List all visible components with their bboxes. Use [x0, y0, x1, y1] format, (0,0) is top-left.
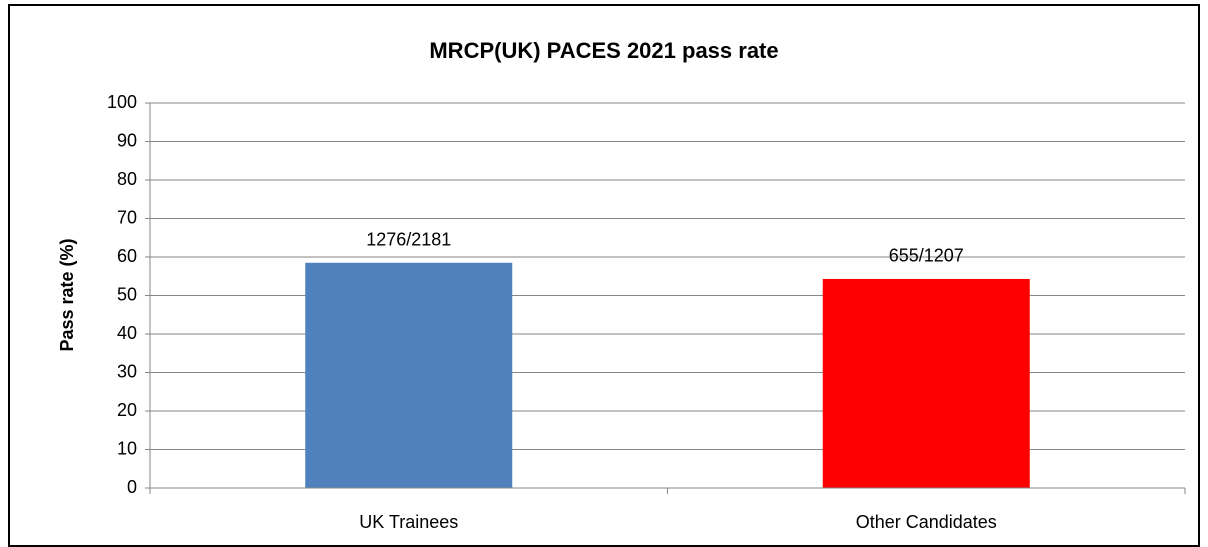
- y-tick-label: 90: [117, 130, 137, 150]
- x-tick-label: UK Trainees: [359, 512, 458, 532]
- bar: [305, 262, 513, 488]
- y-tick-label: 70: [117, 207, 137, 227]
- y-tick-label: 50: [117, 284, 137, 304]
- y-tick-label: 30: [117, 361, 137, 381]
- y-tick-label: 100: [107, 92, 137, 112]
- y-tick-label: 20: [117, 400, 137, 420]
- value-label: 1276/2181: [366, 230, 451, 250]
- value-label: 655/1207: [889, 246, 964, 266]
- chart-title: MRCP(UK) PACES 2021 pass rate: [429, 38, 778, 63]
- y-tick-label: 40: [117, 323, 137, 343]
- x-tick-label: Other Candidates: [856, 512, 997, 532]
- y-tick-label: 0: [127, 477, 137, 497]
- y-tick-label: 60: [117, 246, 137, 266]
- bar: [822, 278, 1030, 488]
- y-axis-label: Pass rate (%): [57, 238, 77, 351]
- y-tick-label: 80: [117, 169, 137, 189]
- y-tick-label: 10: [117, 438, 137, 458]
